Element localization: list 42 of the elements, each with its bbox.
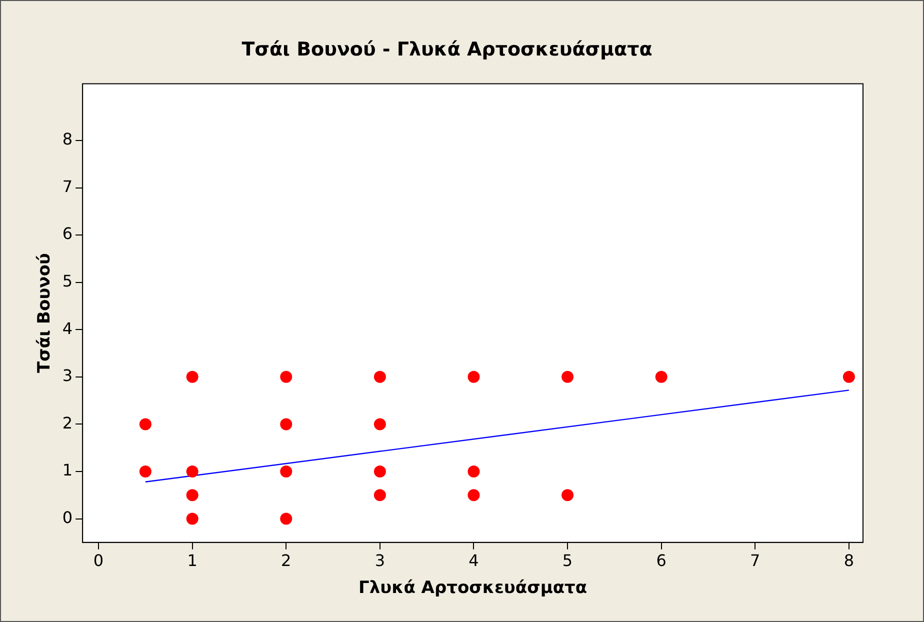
- y-tick-label: 0: [62, 508, 73, 527]
- y-tick-label: 1: [62, 460, 73, 480]
- point: [842, 370, 855, 383]
- y-tick-label: 6: [62, 224, 73, 244]
- point: [374, 465, 386, 478]
- point: [186, 489, 198, 502]
- y-tick-label: 3: [62, 366, 73, 386]
- point: [655, 370, 668, 383]
- x-tick-label: 6: [656, 551, 666, 570]
- x-axis-title: Γλυκά Αρτοσκευάσματα: [358, 578, 588, 598]
- y-tick-label: 8: [62, 130, 73, 149]
- y-tick-label: 5: [62, 272, 73, 291]
- x-tick-label: 7: [750, 551, 760, 570]
- point: [186, 370, 198, 383]
- x-tick-label: 0: [93, 551, 104, 570]
- y-axis-title: Τσάι Βουνού: [34, 253, 55, 374]
- x-tick-label: 1: [187, 551, 198, 570]
- point: [280, 465, 292, 478]
- x-tick-label: 3: [374, 551, 386, 570]
- point: [139, 465, 152, 478]
- point: [468, 489, 480, 502]
- x-tick-label: 8: [844, 551, 854, 570]
- y-tick-label: 7: [62, 176, 73, 196]
- point: [468, 465, 480, 478]
- chart-title: Τσάι Βουνού - Γλυκά Αρτοσκευάσματα: [242, 38, 652, 60]
- point: [186, 512, 198, 525]
- point: [280, 370, 292, 383]
- x-tick-label: 5: [562, 551, 573, 570]
- y-tick-label: 2: [62, 413, 73, 432]
- point: [374, 489, 386, 502]
- point: [468, 370, 480, 383]
- point: [139, 418, 152, 430]
- point: [374, 418, 386, 430]
- point: [374, 370, 386, 383]
- point: [280, 512, 292, 525]
- point: [562, 370, 574, 383]
- x-tick-label: 4: [468, 551, 479, 570]
- point: [280, 418, 292, 430]
- point: [186, 465, 198, 478]
- point: [562, 489, 574, 502]
- y-tick-label: 4: [62, 318, 73, 338]
- x-tick-label: 2: [281, 551, 292, 570]
